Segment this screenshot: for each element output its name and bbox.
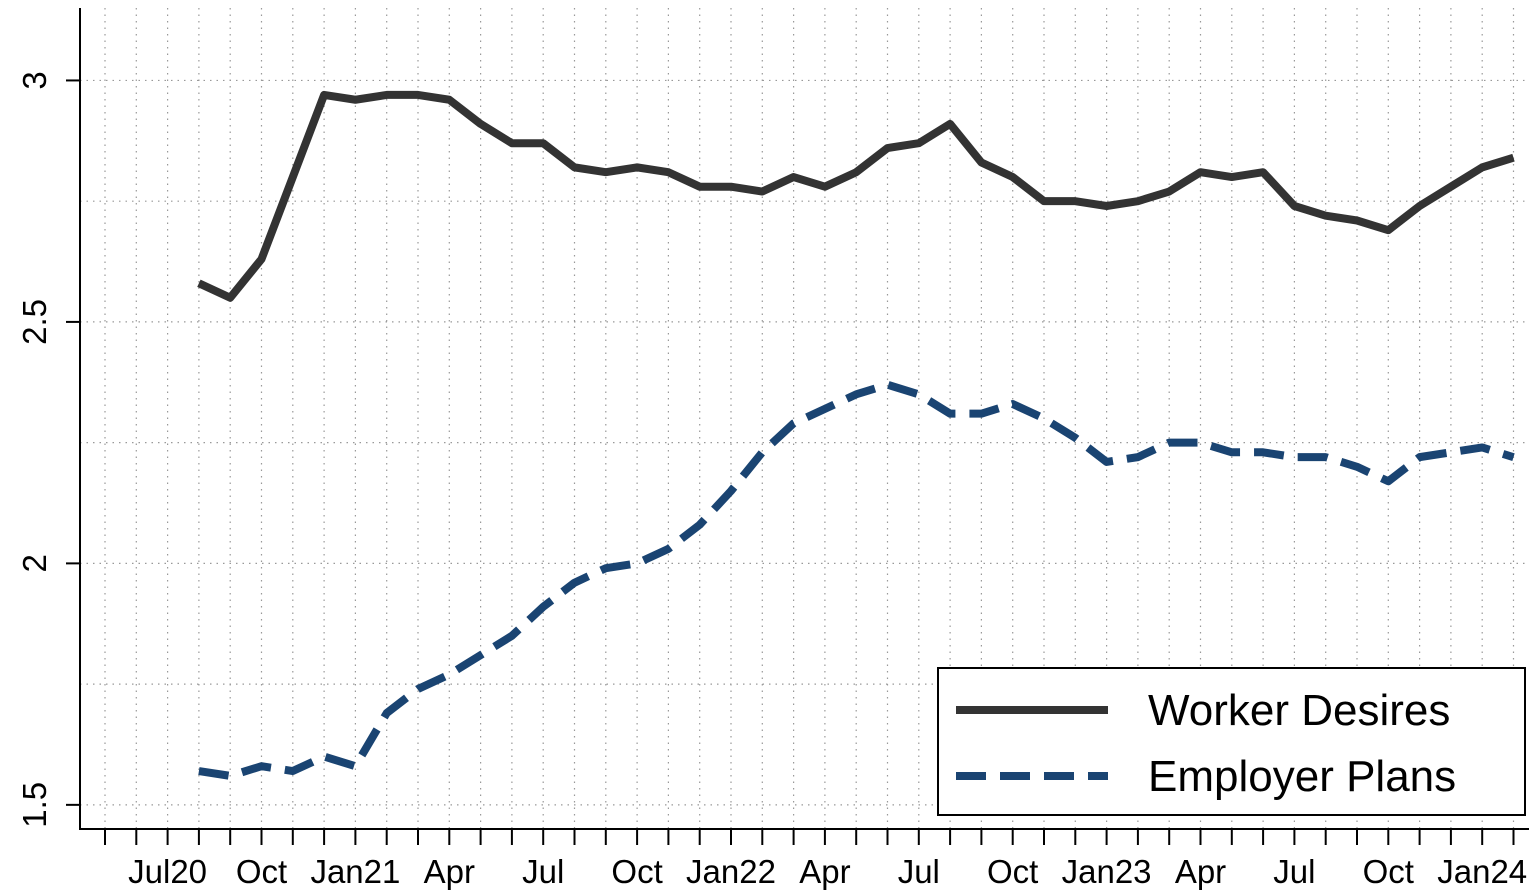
- legend-label: Worker Desires: [1148, 686, 1450, 735]
- x-tick-label: Jul20: [128, 853, 207, 890]
- series-line: [198, 380, 1515, 780]
- x-tick-label: Oct: [1363, 853, 1414, 890]
- x-tick-label: Jan22: [686, 853, 776, 890]
- y-tick-label: 1.5: [16, 782, 53, 828]
- x-tick-label: Jan21: [310, 853, 400, 890]
- series-line: [197, 90, 1515, 302]
- x-tick-label: Oct: [987, 853, 1038, 890]
- x-tick-label: Apr: [799, 853, 850, 890]
- y-tick-label: 2.5: [16, 299, 53, 345]
- x-tick-label: Jul: [1273, 853, 1315, 890]
- x-tick-label: Oct: [236, 853, 287, 890]
- y-tick-label: 2: [16, 554, 53, 572]
- x-tick-label: Jan24: [1437, 853, 1527, 890]
- x-tick-label: Jul: [898, 853, 940, 890]
- x-tick-label: Apr: [1175, 853, 1226, 890]
- x-tick-label: Apr: [424, 853, 475, 890]
- x-tick-label: Oct: [611, 853, 662, 890]
- y-tick-label: 3: [16, 71, 53, 89]
- x-tick-label: Jan23: [1062, 853, 1152, 890]
- legend-label: Employer Plans: [1148, 752, 1456, 801]
- legend-box: [937, 667, 1526, 816]
- x-tick-label: Jul: [522, 853, 564, 890]
- legend: Worker Desires Employer Plans: [937, 667, 1526, 816]
